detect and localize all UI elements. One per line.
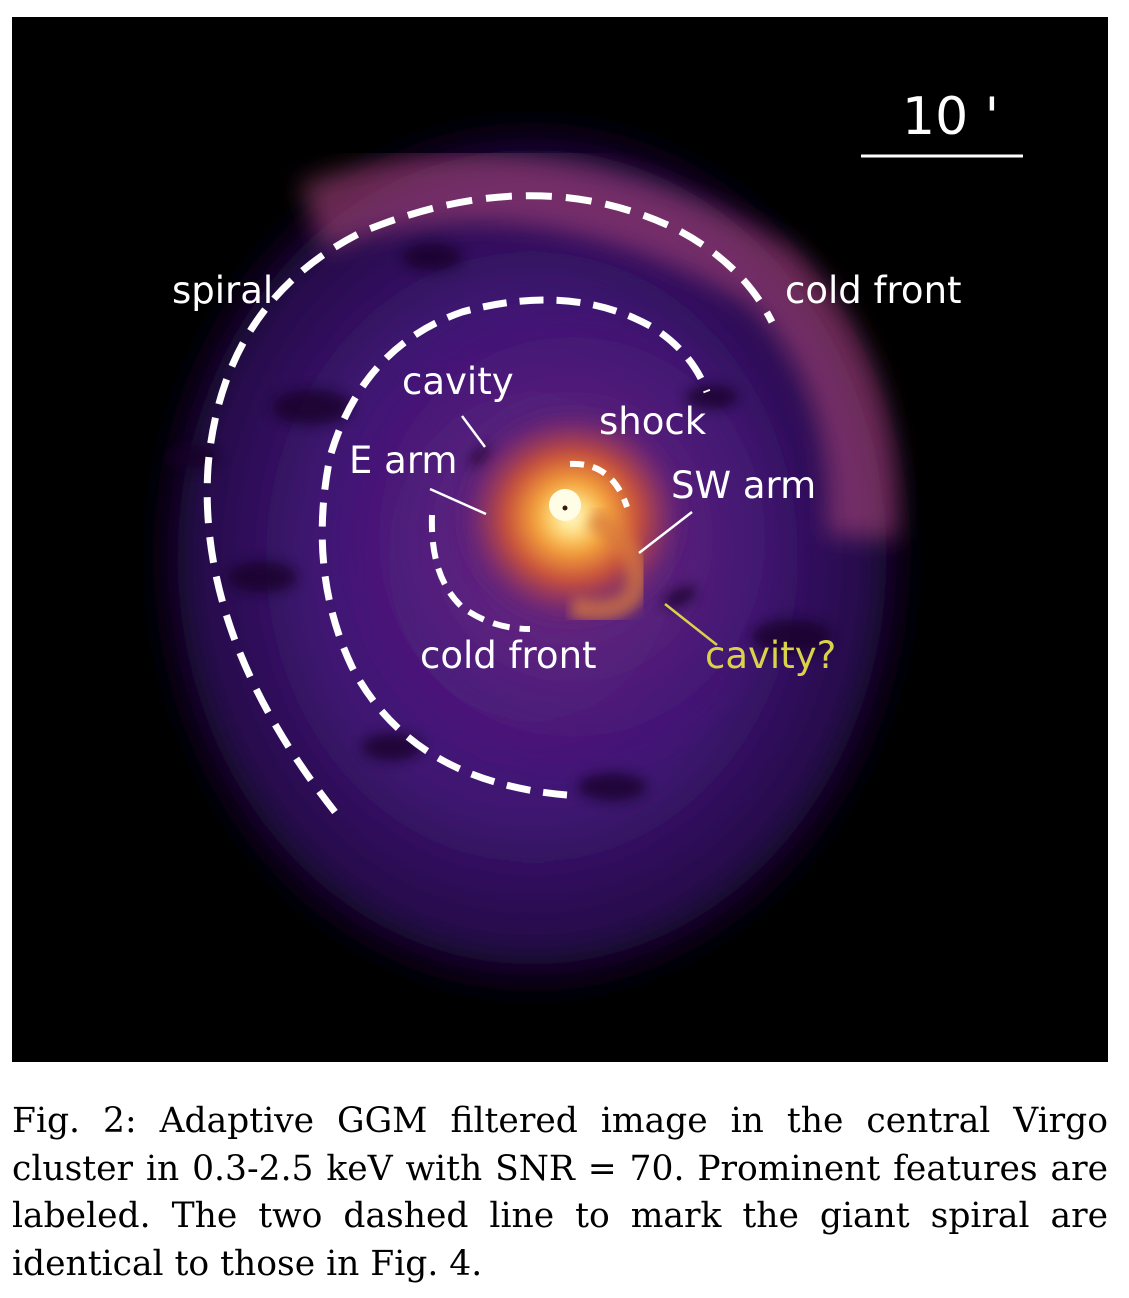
label-spiral: spiral [172, 269, 273, 312]
label-cavity-question: cavity? [705, 634, 836, 677]
ggm-filtered-image: 10 ' spiral cold front cavity shock E ar… [12, 17, 1108, 1062]
shock-dashed-arc [569, 460, 630, 508]
label-sw-arm: SW arm [671, 464, 816, 507]
label-shock: shock [599, 400, 707, 443]
inner-cold-front-dashed-arc [428, 514, 531, 632]
label-e-arm: E arm [349, 439, 457, 482]
nucleus-point [562, 505, 568, 511]
e-arm-pointer-line [429, 487, 487, 516]
label-cavity: cavity [402, 360, 514, 403]
nucleus [549, 489, 581, 521]
sw-arm-pointer-line [638, 511, 693, 554]
label-cold-front-inner: cold front [420, 634, 597, 677]
outer-rim-emission [300, 152, 898, 540]
cavity-question-pointer-line [664, 603, 718, 646]
figure-caption: Fig. 2: Adaptive GGM filtered image in t… [12, 1101, 1108, 1284]
sw-arm-emission [569, 507, 648, 622]
cavity-pointer-line [460, 415, 487, 448]
scale-bar-label: 10 ' [902, 87, 999, 147]
label-cold-front-outer: cold front [785, 269, 962, 312]
inner-spiral-dashed-arc [318, 296, 711, 799]
